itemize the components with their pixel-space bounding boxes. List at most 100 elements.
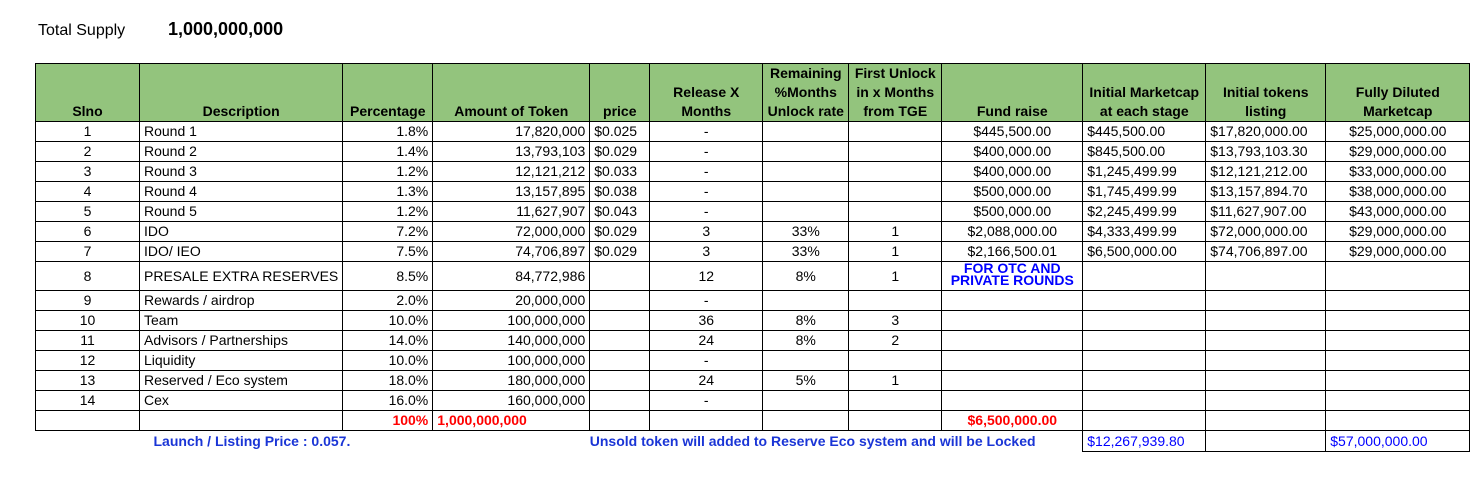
cell-fund-raise (941, 370, 1084, 391)
cell-first-unlock: 3 (848, 310, 943, 331)
cell-amount: 17,820,000 (432, 121, 591, 142)
cell-price (589, 290, 651, 311)
cell-description: Round 5 (138, 201, 344, 222)
cell-price (589, 350, 651, 371)
cell-release: 3 (649, 221, 764, 242)
cell-price (589, 310, 651, 331)
cell-percentage: 18.0% (342, 370, 434, 391)
table-row: 4 Round 4 1.3% 13,157,895 $0.038- $500,000.00… (35, 181, 1471, 202)
cell-description: Reserved / Eco system (138, 370, 344, 391)
cell-initial-tokens: $13,157,894.70 (1205, 181, 1327, 202)
footer-row: Launch / Listing Price : 0.057. Unsold t… (36, 430, 1471, 452)
cell-first-unlock (848, 161, 943, 182)
cell-fund-raise: $2,166,500.01 (941, 241, 1084, 262)
cell-description: Liquidity (138, 350, 344, 371)
cell-initial-tokens: $13,793,103.30 (1205, 141, 1327, 162)
table-row: 10 Team 10.0% 100,000,000 36 8% 3 (35, 310, 1471, 331)
cell-initial-tokens (1205, 350, 1327, 371)
cell-fdmc (1325, 390, 1471, 411)
cell-release: 12 (649, 261, 764, 291)
cell-fdmc (1325, 350, 1471, 371)
cell-fund-raise: FOR OTC AND PRIVATE ROUNDS (941, 261, 1084, 291)
cell-fund-raise: $400,000.00 (941, 141, 1084, 162)
cell-description: Cex (138, 390, 344, 411)
cell-percentage: 10.0% (342, 350, 434, 371)
cell-amount: 11,627,907 (432, 201, 591, 222)
cell-release: - (649, 121, 764, 142)
cell-remaining: 5% (762, 370, 850, 391)
cell-initial-marketcap: $445,500.00 (1082, 121, 1207, 142)
cell-initial-marketcap: $6,500,000.00 (1082, 241, 1207, 262)
cell-description: IDO/ IEO (138, 241, 344, 262)
cell-first-unlock: 1 (848, 261, 943, 291)
cell-first-unlock (848, 181, 943, 202)
cell-remaining: 8% (762, 310, 850, 331)
cell-slno: 13 (35, 370, 140, 391)
cell-percentage: 16.0% (342, 390, 434, 411)
cell-amount: 12,121,212 (432, 161, 591, 182)
cell-description: Round 3 (138, 161, 344, 182)
cell-remaining (762, 290, 850, 311)
cell-initial-marketcap: $1,245,499.99 (1082, 161, 1207, 182)
total-percentage: 100% (342, 410, 434, 431)
cell-description: Advisors / Partnerships (138, 330, 344, 351)
cell-percentage: 7.5% (342, 241, 434, 262)
cell-release: 24 (649, 330, 764, 351)
cell-price: $0.029 (589, 241, 651, 262)
cell-initial-tokens (1205, 390, 1327, 411)
cell-first-unlock (848, 350, 943, 371)
cell-first-unlock: 1 (848, 370, 943, 391)
cell-description: PRESALE EXTRA RESERVES (138, 261, 344, 291)
table-row: 2 Round 2 1.4% 13,793,103 $0.029- $400,000.00… (35, 141, 1471, 162)
marketcap-total: $12,267,939.80 (1082, 430, 1207, 452)
header-initial-marketcap: Initial Marketcap at each stage (1082, 63, 1207, 122)
cell-fdmc (1325, 330, 1471, 351)
cell-fund-raise (941, 390, 1084, 411)
cell-price (589, 370, 651, 391)
cell-price (589, 330, 651, 351)
table-row: 11 Advisors / Partnerships 14.0% 140,000,00… (35, 330, 1471, 351)
cell-fund-raise (941, 350, 1084, 371)
cell-release: - (649, 350, 764, 371)
cell-first-unlock (848, 121, 943, 142)
cell-initial-marketcap: $2,245,499.99 (1082, 201, 1207, 222)
cell-slno: 14 (35, 390, 140, 411)
cell-initial-marketcap: $845,500.00 (1082, 141, 1207, 162)
header-percentage: Percentage (342, 63, 434, 122)
cell-price: $0.038 (589, 181, 651, 202)
cell-fdmc (1325, 261, 1471, 291)
cell-remaining (762, 121, 850, 142)
cell-initial-marketcap (1082, 330, 1207, 351)
cell-first-unlock: 2 (848, 330, 943, 351)
cell-amount: 72,000,000 (432, 221, 591, 242)
cell-amount: 140,000,000 (432, 330, 591, 351)
cell-amount: 100,000,000 (432, 310, 591, 331)
cell-initial-tokens: $74,706,897.00 (1205, 241, 1327, 262)
cell-initial-tokens (1205, 330, 1327, 351)
cell-release: 24 (649, 370, 764, 391)
cell-percentage: 14.0% (342, 330, 434, 351)
cell-description: Rewards / airdrop (138, 290, 344, 311)
cell-release: 3 (649, 241, 764, 262)
header-amount: Amount of Token (432, 63, 591, 122)
cell-percentage: 1.2% (342, 201, 434, 222)
cell-percentage: 10.0% (342, 310, 434, 331)
cell-slno: 3 (35, 161, 140, 182)
cell-remaining (762, 161, 850, 182)
cell-remaining (762, 201, 850, 222)
cell-slno: 2 (35, 141, 140, 162)
cell-description: Round 1 (138, 121, 344, 142)
cell-fund-raise: $2,088,000.00 (941, 221, 1084, 242)
table-row: 8 PRESALE EXTRA RESERVES 8.5% 84,772,986 12 8… (35, 261, 1471, 291)
cell-description: IDO (138, 221, 344, 242)
cell-fdmc (1325, 290, 1471, 311)
cell-first-unlock (848, 390, 943, 411)
cell-fdmc: $25,000,000.00 (1325, 121, 1471, 142)
cell-amount: 100,000,000 (432, 350, 591, 371)
cell-initial-tokens (1205, 310, 1327, 331)
cell-remaining: 33% (762, 241, 850, 262)
cell-description: Team (138, 310, 344, 331)
cell-fund-raise (941, 290, 1084, 311)
cell-slno: 10 (35, 310, 140, 331)
cell-initial-tokens: $12,121,212.00 (1205, 161, 1327, 182)
